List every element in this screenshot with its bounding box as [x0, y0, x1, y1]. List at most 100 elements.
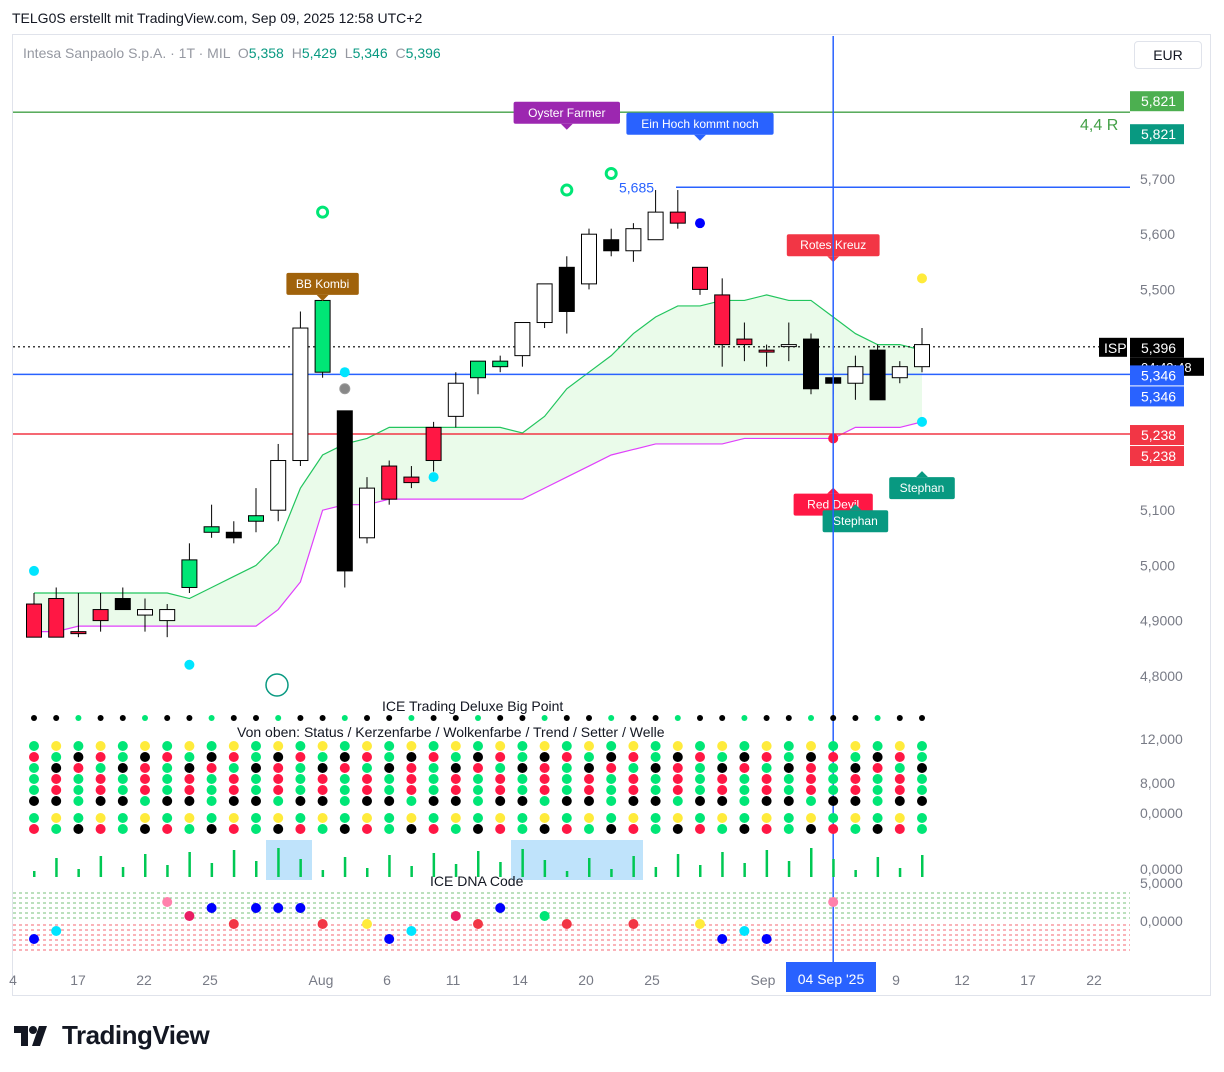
candle [625, 223, 642, 262]
indicator-dot [783, 785, 794, 795]
histogram-bar [765, 850, 769, 877]
indicator-dot [295, 824, 306, 834]
indicator-dot [184, 813, 195, 823]
candle-body [181, 559, 198, 588]
indicator-dot [584, 741, 594, 751]
indicator-dot [628, 796, 639, 806]
indicator-dot [783, 752, 794, 762]
indicator-dot [608, 715, 615, 721]
indicator-dot [95, 752, 106, 762]
indicator-dot [384, 813, 395, 823]
indicator-dot [894, 813, 905, 823]
open-key: O [237, 45, 249, 61]
signal-ring [560, 183, 574, 197]
signal-dot [339, 367, 350, 378]
candle-body [137, 609, 153, 616]
indicator-dot [208, 715, 215, 721]
candle [425, 421, 442, 472]
signal-dot [695, 218, 705, 229]
price-axis-tick: 5,600 [1140, 226, 1175, 242]
indicator-dot [761, 796, 772, 806]
candle [159, 604, 176, 638]
candle-body [159, 609, 176, 622]
signal-dot [184, 659, 195, 670]
indicator-dot [606, 785, 617, 795]
indicator-dot [251, 752, 261, 762]
indicator-dot [273, 741, 284, 751]
indicator-dot [362, 813, 372, 823]
indicator-1-axis-tick: 0,0000 [1140, 805, 1183, 821]
candle [758, 344, 775, 367]
indicator-dot [428, 741, 439, 751]
indicator-dot [251, 785, 261, 795]
indicator-dot [672, 813, 683, 823]
signal-ring [316, 205, 330, 219]
indicator-dot [473, 763, 483, 773]
indicator-dot [142, 715, 148, 721]
candle-body [514, 322, 531, 357]
tradingview-logo[interactable]: TradingView [14, 1020, 210, 1051]
dna-dot [162, 897, 173, 907]
indicator-dot [539, 741, 550, 751]
histogram-bar [55, 858, 58, 877]
indicator-dot [339, 796, 350, 806]
histogram-bar [321, 870, 325, 877]
indicator-dot [584, 824, 594, 834]
indicator-dot [95, 813, 106, 823]
indicator-dot [606, 741, 617, 751]
indicator-dot [186, 715, 193, 721]
indicator-dot [650, 741, 661, 751]
candle [492, 355, 509, 373]
indicator-dot [162, 824, 173, 834]
indicator-dot [872, 796, 883, 806]
indicator-dot [628, 813, 639, 823]
indicator-dot [650, 752, 661, 762]
indicator-dot [206, 763, 217, 773]
indicator-dot [95, 796, 106, 806]
indicator-dot [317, 741, 328, 751]
candle [536, 283, 553, 329]
indicator-dot [672, 741, 683, 751]
indicator-dot [295, 752, 306, 762]
price-tag-bg [1130, 365, 1184, 386]
histogram-bar [832, 859, 835, 877]
earnings-badge [265, 673, 289, 697]
indicator-dot [561, 796, 572, 806]
indicator-dot [450, 824, 461, 834]
indicator-dot [29, 763, 39, 773]
indicator-dot [117, 774, 128, 784]
currency-button[interactable]: EUR [1134, 41, 1202, 69]
indicator-dot [695, 796, 705, 806]
indicator-dot [317, 813, 328, 823]
indicator-dot [473, 774, 483, 784]
indicator-dot [806, 752, 816, 762]
indicator-dot [628, 741, 639, 751]
indicator-dot [850, 813, 861, 823]
candle-body [203, 526, 220, 533]
indicator-dot [51, 785, 62, 795]
indicator-dot [539, 824, 550, 834]
indicator-dot [206, 813, 217, 823]
annotation-arrow [849, 504, 862, 511]
indicator-dot [695, 763, 705, 773]
candle [314, 299, 331, 378]
histogram-bar [499, 862, 502, 877]
indicator-dot [872, 752, 883, 762]
histogram-bar [743, 863, 746, 877]
indicator-dot [894, 752, 905, 762]
indicator-dot [517, 824, 528, 834]
indicator-dot [230, 715, 237, 721]
indicator-dot [273, 813, 284, 823]
indicator-dot [783, 796, 794, 806]
histogram-bar [77, 869, 80, 877]
indicator-dot [852, 715, 859, 721]
indicator-dot [850, 774, 861, 784]
indicator-dot [517, 774, 528, 784]
indicator-dot [761, 813, 772, 823]
indicator-dot [184, 763, 195, 773]
chart-canvas[interactable]: Oyster Farmer Ein Hoch kommt noch BB Kombi… [0, 0, 1224, 1000]
indicator-dot [452, 715, 459, 721]
indicator-dot [95, 824, 106, 834]
indicator-dot [29, 741, 39, 751]
candle [558, 256, 575, 334]
